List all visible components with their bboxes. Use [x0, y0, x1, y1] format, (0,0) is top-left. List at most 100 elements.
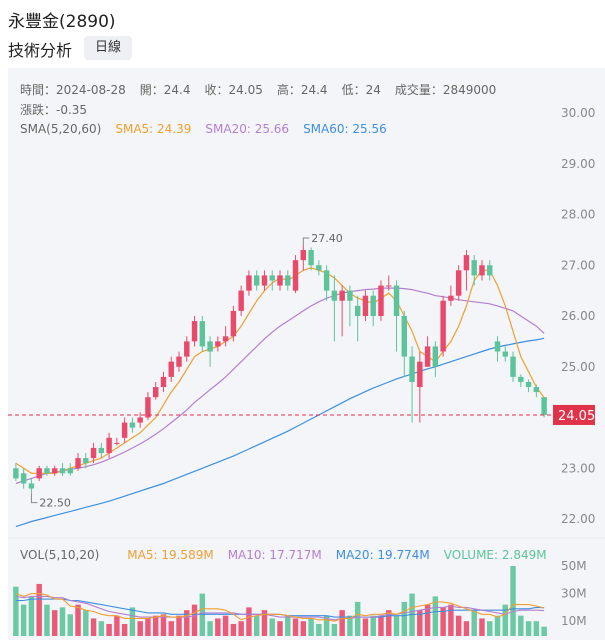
page-subtitle: 技術分析: [8, 41, 73, 60]
candle-body: [525, 381, 532, 388]
candle-body: [378, 285, 384, 316]
candle-body: [417, 361, 423, 388]
high-annotation-marker: [302, 237, 310, 245]
candle-body: [479, 265, 485, 276]
volume-bar: [339, 610, 345, 636]
volume-bar: [424, 604, 431, 636]
sma-legend-title: SMA(5,20,60): [20, 122, 102, 136]
candle-body: [168, 361, 174, 377]
candle-body: [277, 275, 283, 286]
volume-bar: [455, 615, 462, 636]
volume-bar: [98, 621, 105, 636]
candle-body: [463, 255, 470, 271]
candle-body: [300, 250, 307, 261]
vol-ma10-legend: MA10: 17.717M: [227, 548, 322, 562]
sma20-legend: SMA20: 25.66: [205, 122, 290, 136]
candle-body: [292, 260, 299, 291]
candle-body: [386, 285, 392, 287]
candle-body: [207, 341, 213, 352]
candle-body: [370, 295, 376, 316]
info-change: 漲跌：-0.35: [20, 103, 88, 117]
candle-body: [176, 356, 182, 367]
price-axis-tick-label: 27.00: [561, 258, 595, 272]
candle-body: [59, 468, 66, 474]
sma60-line: [15, 337, 545, 528]
candle-body: [75, 458, 81, 469]
volume-bar: [277, 621, 283, 636]
period-daily-button[interactable]: 日線: [84, 36, 132, 60]
candle-body: [448, 295, 454, 301]
candle-body: [246, 275, 252, 291]
volume-bar: [479, 618, 485, 636]
ohlc-info-row: 時間：2024-08-28 開：24.4 收：24.05 高：24.4 低：24 成交量：…: [20, 81, 510, 98]
stock-title: 永豐金(2890): [8, 12, 116, 32]
candle-body: [114, 442, 120, 444]
volume-axis-tick-label: 30M: [561, 587, 587, 601]
candle-body: [137, 417, 143, 423]
candle-body: [510, 356, 516, 377]
candle-body: [98, 447, 105, 454]
candle-body: [308, 250, 314, 266]
vol-ma20-legend: MA20: 19.774M: [335, 548, 430, 562]
volume-bar: [378, 615, 384, 636]
price-axis-tick-label: 30.00: [561, 106, 595, 120]
volume-bar: [440, 607, 446, 636]
volume-bar: [230, 623, 237, 636]
candle-body: [347, 290, 353, 301]
sma60-legend: SMA60: 25.56: [303, 122, 387, 136]
price-axis-tick-label: 26.00: [561, 309, 595, 323]
volume-bar: [222, 615, 229, 636]
volume-bar: [331, 623, 338, 636]
volume-bar: [354, 601, 361, 636]
candle-body: [331, 290, 338, 301]
candle-body: [471, 260, 477, 276]
candle-body: [502, 351, 508, 357]
volume-bar: [90, 618, 97, 636]
volume-bar: [347, 615, 353, 636]
volume-bar: [145, 618, 151, 636]
vol-ma5-legend: MA5: 19.589M: [127, 548, 214, 562]
sma20-line: [15, 287, 545, 485]
volume-bar: [502, 604, 508, 636]
volume-bar: [44, 604, 50, 636]
volume-bar: [121, 623, 128, 636]
volume-legend: VOL(5,10,20) MA5: 19.589M MA10: 17.717M MA2…: [20, 548, 561, 562]
sma5-legend: SMA5: 24.39: [115, 122, 192, 136]
volume-bar: [28, 596, 35, 636]
candle-body: [401, 316, 408, 357]
candle-body: [36, 468, 42, 479]
volume-bar: [285, 615, 291, 636]
volume-bar: [83, 610, 89, 636]
price-axis-tick-label: 25.00: [561, 360, 595, 374]
high-annotation-label: 27.40: [311, 232, 343, 245]
vol-ma10-line: [15, 595, 545, 621]
info-volume: 成交量：2849000: [394, 83, 497, 97]
low-annotation-marker: [30, 493, 38, 504]
candle-body: [83, 458, 89, 464]
volume-bar: [448, 604, 454, 636]
candle-body: [184, 341, 190, 357]
candle-body: [90, 447, 97, 459]
volume-bar: [59, 607, 66, 636]
low-annotation-label: 22.50: [39, 497, 71, 510]
price-axis-tick-label: 28.00: [561, 208, 595, 222]
candle-body: [323, 270, 330, 291]
volume-bar: [308, 618, 314, 636]
candle-body: [362, 295, 369, 316]
last-price-tag: [553, 404, 595, 425]
info-time: 時間：2024-08-28: [20, 83, 126, 97]
candle-body: [20, 473, 27, 484]
volume-bar: [533, 621, 540, 636]
volume-bar: [184, 610, 190, 636]
candle-body: [222, 336, 229, 342]
volume-bar: [191, 604, 198, 636]
volume-axis-tick-label: 10M: [561, 614, 587, 628]
candle-body: [215, 341, 221, 347]
sma5-line: [15, 267, 545, 474]
candle-body: [518, 376, 524, 382]
chart-area[interactable]: 30.0029.0028.0027.0026.0025.0024.0023.00…: [8, 68, 605, 640]
volume-bar: [67, 614, 73, 636]
volume-bar: [238, 621, 244, 636]
volume-bar: [253, 615, 260, 636]
price-axis-tick-label: 22.00: [561, 512, 595, 526]
